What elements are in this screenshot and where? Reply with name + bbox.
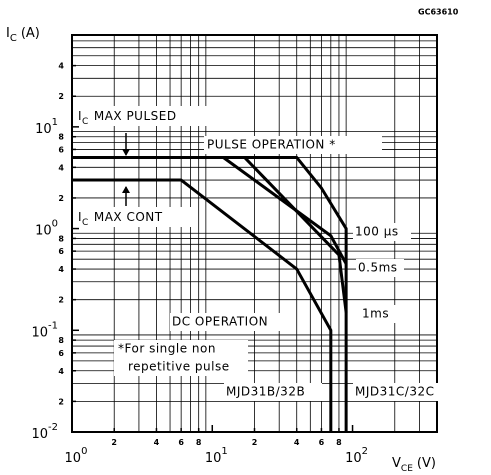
label-bg (353, 383, 453, 401)
annotation: MJD31B/32B (226, 385, 305, 399)
note: *For single non (118, 342, 216, 356)
labels: GC63610 IC (A) VCE (V) IC MAX PULSED IC MAX … (6, 8, 459, 474)
note: repetitive pulse (128, 360, 230, 374)
arrow-head (122, 186, 130, 193)
label-bg (170, 313, 290, 331)
tick-label: 8 (196, 438, 202, 447)
tick-label: 6 (58, 348, 64, 357)
series-label: DC OPERATION (172, 315, 268, 329)
tick-label: 6 (58, 145, 64, 154)
annotation: PULSE OPERATION * (207, 138, 336, 152)
series-label: 1ms (362, 307, 389, 321)
tick-label: 8 (58, 336, 64, 345)
soa-curve (72, 155, 348, 432)
label-bg (356, 259, 404, 277)
tick-label: 2 (58, 193, 64, 202)
tick-label: 6 (58, 247, 64, 256)
label-bg (114, 340, 248, 376)
tick-label: 10-1 (31, 320, 58, 340)
tick-label: 4 (294, 438, 300, 447)
tick-label: 100 (35, 219, 58, 239)
tick-label: 101 (35, 117, 58, 137)
tick-label: 102 (345, 446, 368, 466)
tick-label: 101 (205, 446, 228, 466)
label-bg (224, 383, 322, 401)
y-axis-title: IC (A) (6, 26, 40, 45)
soa-curve (72, 178, 333, 432)
arrow-head (122, 149, 130, 156)
annotation: MJD31C/32C (355, 385, 434, 399)
soa-curve (222, 156, 348, 265)
tick-label: 6 (178, 438, 184, 447)
label-bg (76, 207, 198, 227)
annotation: IC MAX CONT (78, 210, 163, 228)
annotation: IC MAX PULSED (78, 109, 177, 127)
tick-label: 6 (319, 438, 325, 447)
label-bg (353, 223, 411, 241)
tick-label: 2 (58, 92, 64, 101)
tick-label: 2 (252, 438, 258, 447)
tick-label: 4 (154, 438, 160, 447)
series-label: 0.5ms (358, 261, 398, 275)
tick-label: 100 (65, 446, 88, 466)
tick-label: 2 (111, 438, 117, 447)
tick-label: 4 (58, 265, 64, 274)
tick-label: 4 (58, 163, 64, 172)
x-axis-title: VCE (V) (392, 456, 436, 474)
label-bg (76, 106, 212, 126)
label-bg (360, 305, 398, 323)
tick-label: 8 (58, 234, 64, 243)
tick-label: 8 (58, 132, 64, 141)
tick-label: 8 (336, 438, 342, 447)
tick-label: 4 (58, 366, 64, 375)
tick-label: 2 (58, 295, 64, 304)
figure-code: GC63610 (418, 8, 459, 17)
tick-label: 4 (58, 61, 64, 70)
tick-label: 10-2 (31, 422, 58, 442)
soa-curve (243, 156, 348, 313)
label-bg (204, 136, 382, 154)
tick-label: 2 (58, 397, 64, 406)
series-label: 100 µs (355, 225, 399, 239)
curves (72, 155, 348, 432)
